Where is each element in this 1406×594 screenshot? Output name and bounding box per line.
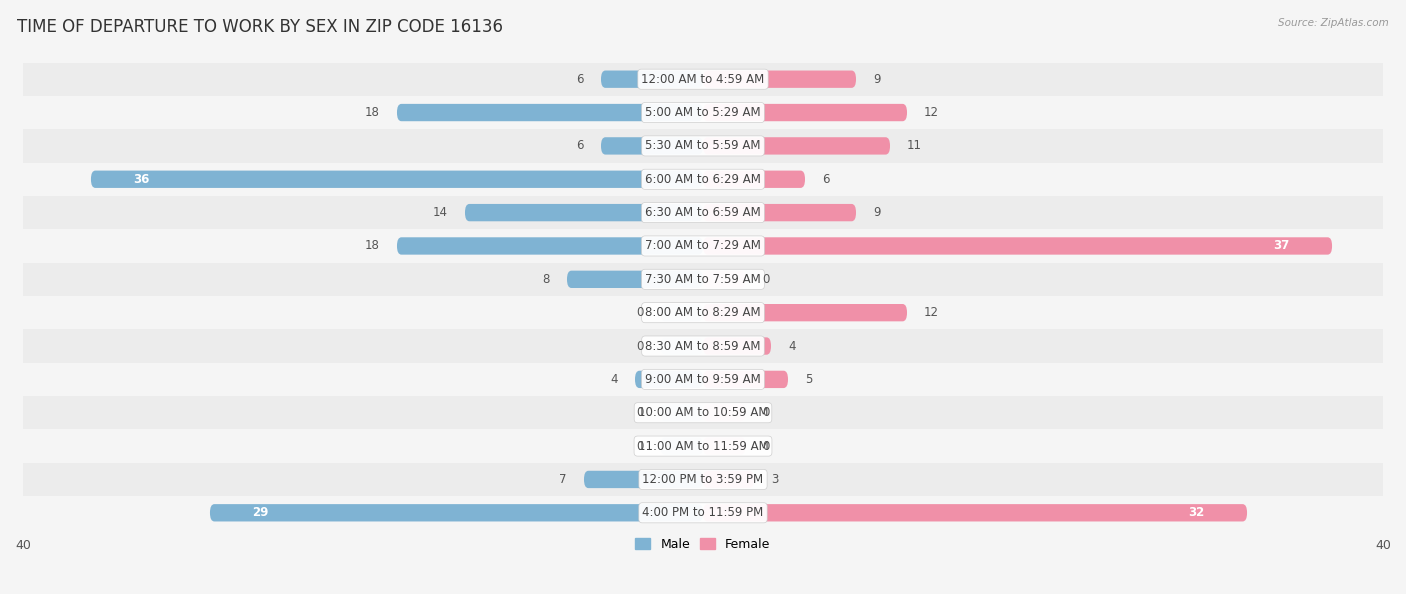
Text: 11: 11 [907, 140, 922, 153]
Text: 0: 0 [636, 340, 644, 352]
Text: 4: 4 [610, 373, 619, 386]
Text: 10:00 AM to 10:59 AM: 10:00 AM to 10:59 AM [638, 406, 768, 419]
Text: TIME OF DEPARTURE TO WORK BY SEX IN ZIP CODE 16136: TIME OF DEPARTURE TO WORK BY SEX IN ZIP … [17, 18, 503, 36]
Text: 18: 18 [366, 106, 380, 119]
Text: 5: 5 [806, 373, 813, 386]
Text: 6: 6 [576, 140, 583, 153]
Text: 12:00 PM to 3:59 PM: 12:00 PM to 3:59 PM [643, 473, 763, 486]
FancyBboxPatch shape [600, 137, 703, 154]
Text: 4: 4 [787, 340, 796, 352]
FancyBboxPatch shape [703, 471, 754, 488]
Text: 12: 12 [924, 306, 939, 319]
Bar [22, 96, 1384, 129]
Text: 5:30 AM to 5:59 AM: 5:30 AM to 5:59 AM [645, 140, 761, 153]
Bar [22, 329, 1384, 363]
FancyBboxPatch shape [396, 104, 703, 121]
Bar [22, 196, 1384, 229]
FancyBboxPatch shape [703, 337, 770, 355]
FancyBboxPatch shape [703, 137, 890, 154]
Bar [22, 396, 1384, 429]
Text: 9:00 AM to 9:59 AM: 9:00 AM to 9:59 AM [645, 373, 761, 386]
FancyBboxPatch shape [703, 504, 1247, 522]
Text: 6: 6 [576, 72, 583, 86]
FancyBboxPatch shape [703, 304, 907, 321]
FancyBboxPatch shape [661, 304, 703, 321]
Text: 5:00 AM to 5:29 AM: 5:00 AM to 5:29 AM [645, 106, 761, 119]
Text: 7:00 AM to 7:29 AM: 7:00 AM to 7:29 AM [645, 239, 761, 252]
FancyBboxPatch shape [209, 504, 703, 522]
FancyBboxPatch shape [703, 104, 907, 121]
FancyBboxPatch shape [600, 71, 703, 88]
Text: 9: 9 [873, 72, 880, 86]
FancyBboxPatch shape [91, 170, 703, 188]
FancyBboxPatch shape [567, 271, 703, 288]
Bar [22, 229, 1384, 263]
Text: 0: 0 [762, 440, 770, 453]
Text: 0: 0 [762, 406, 770, 419]
Text: 12:00 AM to 4:59 AM: 12:00 AM to 4:59 AM [641, 72, 765, 86]
FancyBboxPatch shape [661, 337, 703, 355]
Bar [22, 263, 1384, 296]
Text: 37: 37 [1274, 239, 1289, 252]
Text: 14: 14 [433, 206, 449, 219]
Text: 7: 7 [560, 473, 567, 486]
Text: 0: 0 [636, 440, 644, 453]
FancyBboxPatch shape [703, 404, 745, 421]
Text: 12: 12 [924, 106, 939, 119]
Text: 8:00 AM to 8:29 AM: 8:00 AM to 8:29 AM [645, 306, 761, 319]
FancyBboxPatch shape [703, 371, 787, 388]
FancyBboxPatch shape [396, 237, 703, 255]
Text: 9: 9 [873, 206, 880, 219]
Bar [22, 496, 1384, 529]
Text: 0: 0 [762, 273, 770, 286]
Bar [22, 62, 1384, 96]
FancyBboxPatch shape [661, 437, 703, 455]
FancyBboxPatch shape [703, 71, 856, 88]
Bar [22, 463, 1384, 496]
Text: Source: ZipAtlas.com: Source: ZipAtlas.com [1278, 18, 1389, 28]
FancyBboxPatch shape [661, 404, 703, 421]
Text: 11:00 AM to 11:59 AM: 11:00 AM to 11:59 AM [638, 440, 768, 453]
Text: 4:00 PM to 11:59 PM: 4:00 PM to 11:59 PM [643, 506, 763, 519]
Bar [22, 429, 1384, 463]
Text: 6: 6 [823, 173, 830, 186]
FancyBboxPatch shape [703, 170, 806, 188]
Text: 29: 29 [253, 506, 269, 519]
Text: 0: 0 [636, 406, 644, 419]
Text: 3: 3 [770, 473, 779, 486]
FancyBboxPatch shape [583, 471, 703, 488]
FancyBboxPatch shape [703, 204, 856, 222]
FancyBboxPatch shape [465, 204, 703, 222]
Text: 8: 8 [543, 273, 550, 286]
FancyBboxPatch shape [636, 371, 703, 388]
FancyBboxPatch shape [703, 437, 745, 455]
Text: 6:30 AM to 6:59 AM: 6:30 AM to 6:59 AM [645, 206, 761, 219]
Text: 7:30 AM to 7:59 AM: 7:30 AM to 7:59 AM [645, 273, 761, 286]
FancyBboxPatch shape [703, 271, 745, 288]
Text: 18: 18 [366, 239, 380, 252]
Bar [22, 129, 1384, 163]
Text: 32: 32 [1188, 506, 1205, 519]
Legend: Male, Female: Male, Female [630, 533, 776, 556]
FancyBboxPatch shape [703, 237, 1331, 255]
Text: 8:30 AM to 8:59 AM: 8:30 AM to 8:59 AM [645, 340, 761, 352]
Text: 0: 0 [636, 306, 644, 319]
Bar [22, 163, 1384, 196]
Bar [22, 296, 1384, 329]
Text: 36: 36 [134, 173, 150, 186]
Text: 6:00 AM to 6:29 AM: 6:00 AM to 6:29 AM [645, 173, 761, 186]
Bar [22, 363, 1384, 396]
